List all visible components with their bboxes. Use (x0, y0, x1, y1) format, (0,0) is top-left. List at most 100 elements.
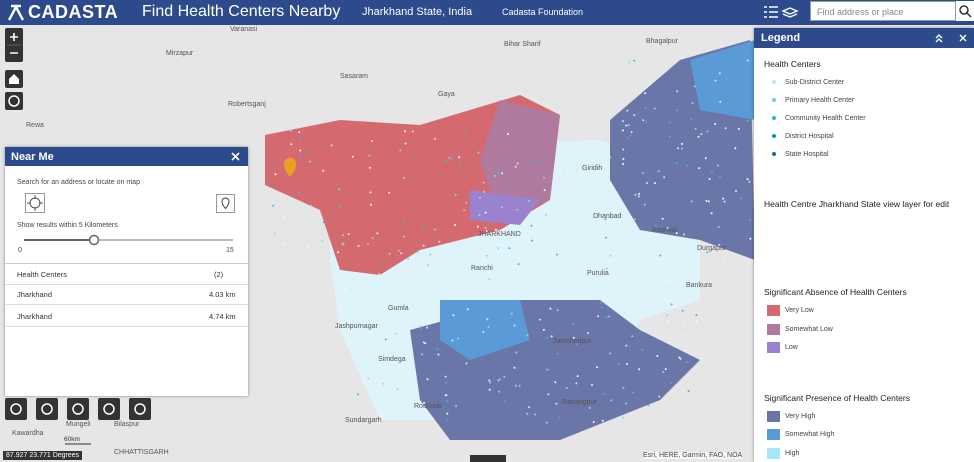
map-dot (608, 315, 611, 318)
map-dot (693, 264, 696, 267)
map-dot (622, 158, 625, 160)
radius-slider[interactable] (22, 234, 237, 246)
map-dot (367, 389, 370, 392)
legend-controls[interactable] (934, 33, 970, 43)
map-dot (531, 161, 534, 164)
map-label: Gaya (438, 91, 455, 98)
map-dot (445, 400, 448, 403)
result-row[interactable]: Jharkhand 4.03 km (5, 284, 248, 305)
search-button[interactable] (956, 1, 974, 21)
map-dot (659, 254, 662, 257)
map-dot (342, 243, 345, 246)
map-dot (342, 234, 345, 237)
map-dot (368, 154, 371, 157)
map-dot (667, 311, 670, 314)
map-dot (298, 137, 301, 140)
map-dot (682, 233, 685, 236)
map-dot (625, 344, 628, 347)
map-dot (599, 302, 602, 304)
tool-button[interactable] (129, 398, 151, 420)
map-dot (526, 412, 529, 415)
map-dot (308, 226, 311, 229)
map-dot (631, 335, 634, 338)
map-dot (542, 328, 545, 331)
map-dot (273, 229, 276, 232)
map-dot (644, 92, 647, 95)
legend-label: Very Low (785, 307, 814, 314)
map-dot (492, 200, 495, 202)
map-dot (367, 243, 369, 246)
map-dot (349, 288, 352, 291)
map-dot (694, 128, 697, 130)
map-dot (543, 189, 546, 192)
map-dot (621, 120, 624, 123)
tool-button[interactable] (36, 398, 58, 420)
locate-target[interactable] (25, 193, 45, 213)
locate-button[interactable] (5, 92, 23, 110)
map-label: Rourkela (414, 403, 442, 410)
map-dot (641, 348, 644, 351)
home-button[interactable] (5, 70, 23, 88)
map-dot (486, 248, 489, 251)
map-dot (546, 368, 549, 371)
map-dot (556, 352, 559, 355)
tool-button[interactable] (5, 398, 27, 420)
map-dot (528, 199, 531, 202)
map-dot (404, 142, 407, 145)
map-label: CHHATTISGARH (114, 449, 169, 456)
legend-label: Very High (785, 412, 816, 420)
close-button[interactable] (231, 152, 240, 161)
map-dot (454, 194, 457, 196)
map-dot (622, 302, 625, 305)
result-row[interactable]: Jharkhand 4.74 km (5, 306, 248, 327)
map-dot (605, 316, 608, 319)
location-pin (284, 158, 296, 177)
map-dot (339, 206, 342, 209)
map-dot (555, 402, 558, 405)
map-dot (622, 386, 625, 389)
map-dot (497, 247, 500, 250)
map-dot (382, 264, 385, 267)
map-dot (299, 149, 302, 152)
map-dot (670, 381, 673, 384)
map-dot (718, 72, 721, 75)
map-dot (650, 59, 653, 61)
map-dot (498, 378, 501, 381)
map-label: Giridih (582, 165, 602, 172)
map-label: Gumla (388, 305, 409, 312)
map-dot (656, 354, 659, 357)
pin-button[interactable] (216, 194, 235, 213)
map-dot (549, 307, 552, 310)
radius-label: Show results within 5 Kilometers (17, 222, 118, 229)
map-dot (310, 204, 313, 207)
map-dot (337, 251, 340, 254)
tool-button[interactable] (67, 398, 89, 420)
map-dot (495, 201, 498, 204)
tool-button[interactable] (98, 398, 120, 420)
map-dot (697, 135, 700, 138)
map-dot (455, 405, 458, 408)
header-icons[interactable] (762, 4, 802, 21)
map-dot (576, 375, 579, 378)
map-dot (322, 169, 325, 172)
zoom-controls[interactable] (5, 28, 23, 62)
map-dot (371, 236, 374, 239)
map-dot (610, 399, 613, 402)
map-dot (321, 240, 324, 243)
map-dot (716, 164, 719, 167)
map-dot (482, 181, 485, 184)
map-dot (719, 100, 722, 103)
map-dot (669, 135, 672, 138)
map-dot (717, 226, 720, 228)
map-dot (622, 162, 625, 165)
map-dot (488, 379, 491, 382)
map-dot (591, 384, 593, 387)
map-dot (319, 238, 322, 241)
map-dot (748, 180, 751, 183)
map-dot (454, 224, 457, 226)
map-label: Jashpurnagar (335, 323, 378, 330)
search-box[interactable]: Find address or place (810, 1, 956, 21)
map-dot (602, 392, 605, 395)
bottom-toggle[interactable] (470, 455, 506, 462)
map-dot (718, 243, 721, 246)
